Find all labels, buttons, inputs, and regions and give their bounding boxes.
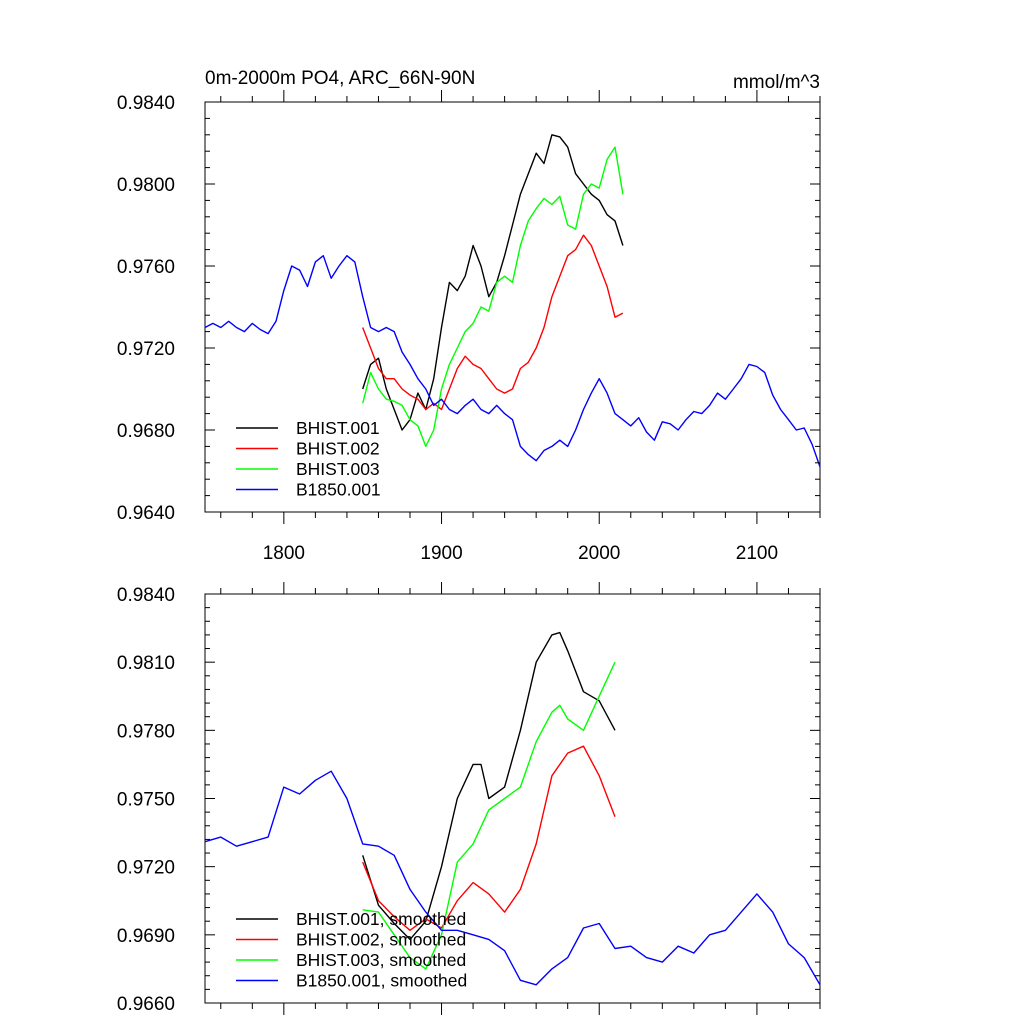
y-tick-label: 0.9640 (117, 503, 175, 524)
y-tick-label: 0.9750 (117, 790, 175, 811)
y-tick-label: 0.9760 (117, 257, 175, 278)
series-line-bhist-002 (362, 234, 624, 411)
y-tick-label: 0.9810 (117, 653, 175, 674)
y-tick-label: 0.9840 (117, 93, 175, 114)
y-tick-label: 0.9720 (117, 858, 175, 879)
x-tick-label: 1800 (263, 543, 305, 564)
chart-title: 0m-2000m PO4, ARC_66N-90N (205, 68, 475, 89)
y-tick-label: 0.9780 (117, 721, 175, 742)
top-panel: 0.9640 0.9680 0.9720 0.9760 0.9800 0.9840 1800… (117, 90, 821, 564)
legend-label: BHIST.002 (296, 439, 380, 459)
bottom-panel: 0.9660 0.9690 0.9720 0.9750 0.9780 0.9810 0.98… (117, 582, 821, 1015)
plot-frame (204, 101, 821, 513)
y-tick-label: 0.9840 (117, 585, 175, 606)
legend-label: BHIST.001 (296, 418, 380, 438)
series-line-bhist-002-smoothed (362, 745, 616, 931)
legend-label: BHIST.001, smoothed (296, 909, 466, 929)
series-line-bhist-003 (362, 146, 624, 448)
series-line-bhist-001 (362, 134, 624, 431)
y-tick-label: 0.9800 (117, 175, 175, 196)
legend-label: BHIST.002, smoothed (296, 930, 466, 950)
legend-label: B1850.001, smoothed (296, 971, 467, 991)
legend-label: B1850.001 (296, 480, 381, 500)
series-line-b1850-001 (204, 255, 821, 468)
y-tick-label: 0.9720 (117, 339, 175, 360)
series-line-b1850-001-smoothed (204, 770, 821, 986)
x-tick-label: 2000 (578, 543, 620, 564)
series-line-bhist-003-smoothed (362, 661, 616, 970)
x-tick-label: 2100 (736, 543, 778, 564)
series-line-bhist-001-smoothed (362, 631, 616, 941)
y-tick-label: 0.9690 (117, 926, 175, 947)
y-tick-label: 0.9660 (117, 994, 175, 1015)
y-tick-label: 0.9680 (117, 421, 175, 442)
legend-label: BHIST.003, smoothed (296, 950, 466, 970)
x-tick-label: 1900 (420, 543, 462, 564)
legend-label: BHIST.003 (296, 459, 380, 479)
units-label: mmol/m^3 (733, 72, 820, 93)
